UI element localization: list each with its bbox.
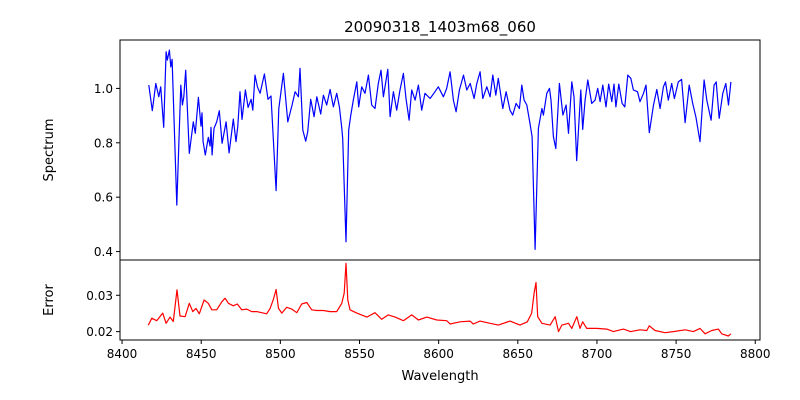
x-axis-label: Wavelength bbox=[401, 369, 478, 384]
error-y-tick-label: 0.03 bbox=[86, 289, 113, 303]
x-tick-label: 8400 bbox=[107, 347, 138, 361]
x-tick-label: 8550 bbox=[344, 347, 375, 361]
spectrum-y-ticks: 0.4 0.6 0.8 1.0 bbox=[94, 82, 120, 259]
error-y-tick-label: 0.02 bbox=[86, 325, 113, 339]
error-panel: 0.02 0.03 8400 8450 8500 8550 8600 8650 8700 875… bbox=[42, 259, 771, 384]
x-tick-label: 8800 bbox=[740, 347, 771, 361]
error-axes-frame bbox=[119, 259, 761, 341]
error-x-ticks: 8400 8450 8500 8550 8600 8650 8700 8750 8800 bbox=[107, 340, 771, 361]
error-line bbox=[147, 262, 732, 337]
x-tick-label: 8450 bbox=[186, 347, 217, 361]
x-tick-label: 8750 bbox=[661, 347, 692, 361]
spectrum-y-tick-label: 1.0 bbox=[94, 82, 113, 96]
x-tick-label: 8500 bbox=[265, 347, 296, 361]
spectrum-y-tick-label: 0.6 bbox=[94, 191, 113, 205]
error-y-ticks: 0.02 0.03 bbox=[86, 289, 120, 339]
x-tick-label: 8650 bbox=[503, 347, 534, 361]
x-tick-label: 8700 bbox=[582, 347, 613, 361]
error-y-axis-label: Error bbox=[42, 284, 57, 316]
spectrum-y-tick-label: 0.8 bbox=[94, 136, 113, 150]
x-tick-label: 8600 bbox=[423, 347, 454, 361]
chart-title: 20090318_1403m68_060 bbox=[344, 18, 536, 37]
spectrum-line bbox=[148, 49, 732, 250]
spectrum-y-tick-label: 0.4 bbox=[94, 245, 113, 259]
spectrum-panel: 0.4 0.6 0.8 1.0 Spectrum bbox=[42, 39, 761, 261]
spectrum-y-axis-label: Spectrum bbox=[42, 119, 57, 182]
